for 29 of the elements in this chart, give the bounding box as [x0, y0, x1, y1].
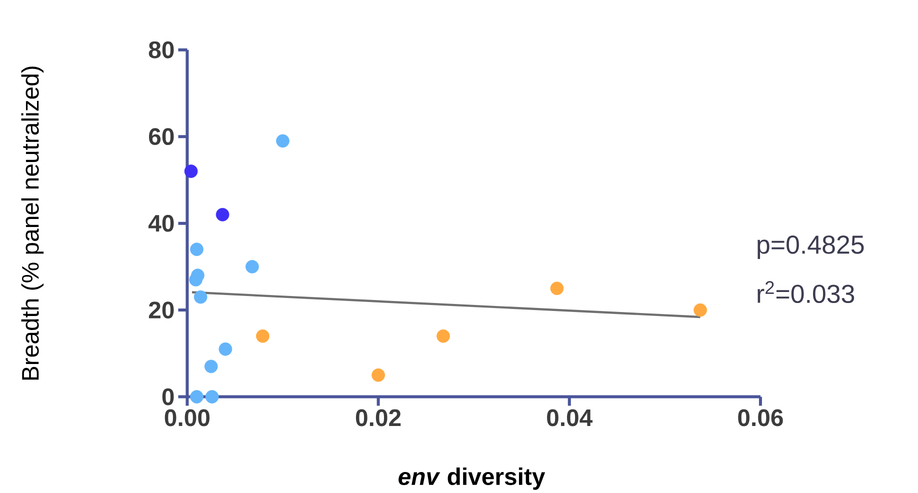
point	[190, 242, 204, 256]
x-tick-label: 0.04	[547, 410, 593, 426]
point	[216, 208, 230, 222]
point	[205, 390, 219, 404]
point	[694, 304, 707, 317]
point	[218, 342, 232, 356]
point	[372, 368, 385, 382]
annotation: r$^{2}$=0.033	[758, 281, 854, 304]
y-tick-label: 40	[148, 215, 174, 232]
point	[246, 260, 259, 274]
x-axis-title: env diversity	[398, 468, 546, 490]
x-tick-label: 0.00	[164, 410, 210, 426]
point	[276, 134, 290, 148]
y-tick-label: 0	[162, 388, 174, 406]
y-axis-title: Breadth (% panel neutralized)	[21, 66, 44, 380]
point	[190, 390, 204, 404]
point	[194, 290, 208, 304]
annotation: p=0.4825	[758, 236, 864, 260]
y-tick-label: 60	[148, 128, 174, 146]
x-tick-label: 0.06	[738, 410, 783, 426]
y-tick-label: 20	[148, 302, 174, 319]
y-tick-label: 80	[148, 42, 174, 59]
point	[550, 282, 564, 296]
point	[256, 330, 270, 344]
point	[204, 360, 218, 374]
point	[189, 273, 202, 287]
point	[184, 164, 198, 178]
point	[436, 330, 450, 344]
x-tick-label: 0.02	[356, 410, 401, 426]
